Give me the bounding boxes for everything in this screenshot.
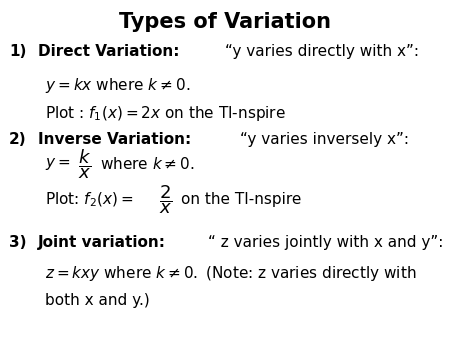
Text: Types of Variation: Types of Variation <box>119 12 331 32</box>
Text: “ z varies jointly with x and y”:: “ z varies jointly with x and y”: <box>208 235 443 250</box>
Text: “y varies directly with x”:: “y varies directly with x”: <box>225 44 419 59</box>
Text: Joint variation:: Joint variation: <box>38 235 166 250</box>
Text: $y = $: $y = $ <box>45 156 71 172</box>
Text: Plot: $f_2(x) = $: Plot: $f_2(x) = $ <box>45 190 133 209</box>
Text: 3): 3) <box>9 235 27 250</box>
Text: Inverse Variation:: Inverse Variation: <box>38 132 192 147</box>
Text: “y varies inversely x”:: “y varies inversely x”: <box>240 132 410 147</box>
Text: 1): 1) <box>9 44 27 59</box>
Text: 2): 2) <box>9 132 27 147</box>
Text: both x and y.): both x and y.) <box>45 293 150 308</box>
Text: $\dfrac{2}{x}$: $\dfrac{2}{x}$ <box>159 183 173 216</box>
Text: on the TI-nspire: on the TI-nspire <box>181 192 302 207</box>
Text: $\dfrac{k}{x}$: $\dfrac{k}{x}$ <box>78 147 91 181</box>
Text: where $k \neq 0.$: where $k \neq 0.$ <box>100 156 194 172</box>
Text: $z = kxy$ where $k \neq 0.$ (Note: z varies directly with: $z = kxy$ where $k \neq 0.$ (Note: z var… <box>45 264 417 283</box>
Text: $y = kx$ where $k \neq 0.$: $y = kx$ where $k \neq 0.$ <box>45 76 190 95</box>
Text: Plot : $f_1(x) = 2x$ on the TI-nspire: Plot : $f_1(x) = 2x$ on the TI-nspire <box>45 104 286 123</box>
Text: Direct Variation:: Direct Variation: <box>38 44 180 59</box>
